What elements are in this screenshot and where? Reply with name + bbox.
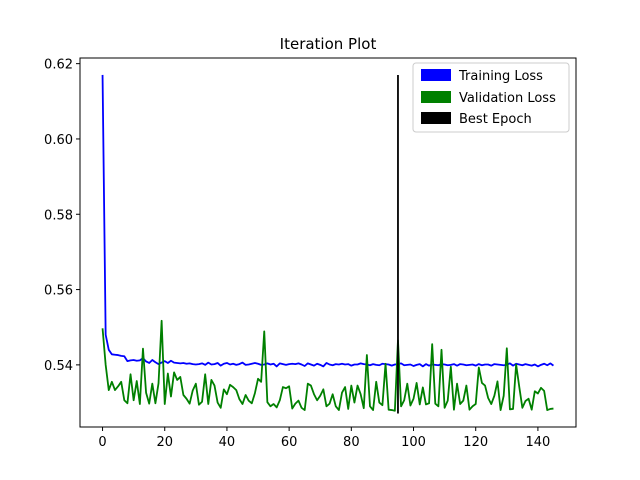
chart-title: Iteration Plot xyxy=(280,35,377,53)
x-tick-label: 40 xyxy=(219,435,236,450)
series-line-validation-loss xyxy=(101,319,554,412)
legend-swatch-training-loss xyxy=(421,69,451,81)
x-axis: 0 20 40 60 80 100 120 140 xyxy=(98,427,550,450)
x-tick-label: 140 xyxy=(525,435,550,450)
plot-frame xyxy=(79,57,577,428)
series-layer xyxy=(101,74,554,414)
x-tick-label: 0 xyxy=(98,435,106,450)
legend-box xyxy=(412,62,570,133)
legend-label-validation-loss: Validation Loss xyxy=(459,91,556,106)
x-tick-label: 100 xyxy=(401,435,426,450)
y-tick-label: 0.62 xyxy=(44,58,73,73)
x-tick-label: 20 xyxy=(156,435,173,450)
legend-label-training-loss: Training Loss xyxy=(458,69,543,84)
legend-swatch-validation-loss xyxy=(421,91,451,103)
y-axis: 0.54 0.56 0.58 0.60 0.62 xyxy=(44,58,80,374)
y-tick-label: 0.60 xyxy=(44,133,73,148)
y-tick-label: 0.54 xyxy=(44,359,73,374)
y-tick-label: 0.58 xyxy=(44,208,73,223)
x-tick-label: 60 xyxy=(281,435,298,450)
legend-swatch-best-epoch xyxy=(421,112,451,124)
y-tick-label: 0.56 xyxy=(44,284,73,299)
series-line-training-loss xyxy=(101,74,554,368)
legend-label-best-epoch: Best Epoch xyxy=(459,112,532,127)
x-tick-label: 80 xyxy=(343,435,360,450)
x-tick-label: 120 xyxy=(463,435,488,450)
legend: Training Loss Validation Loss Best Epoch xyxy=(412,62,570,133)
